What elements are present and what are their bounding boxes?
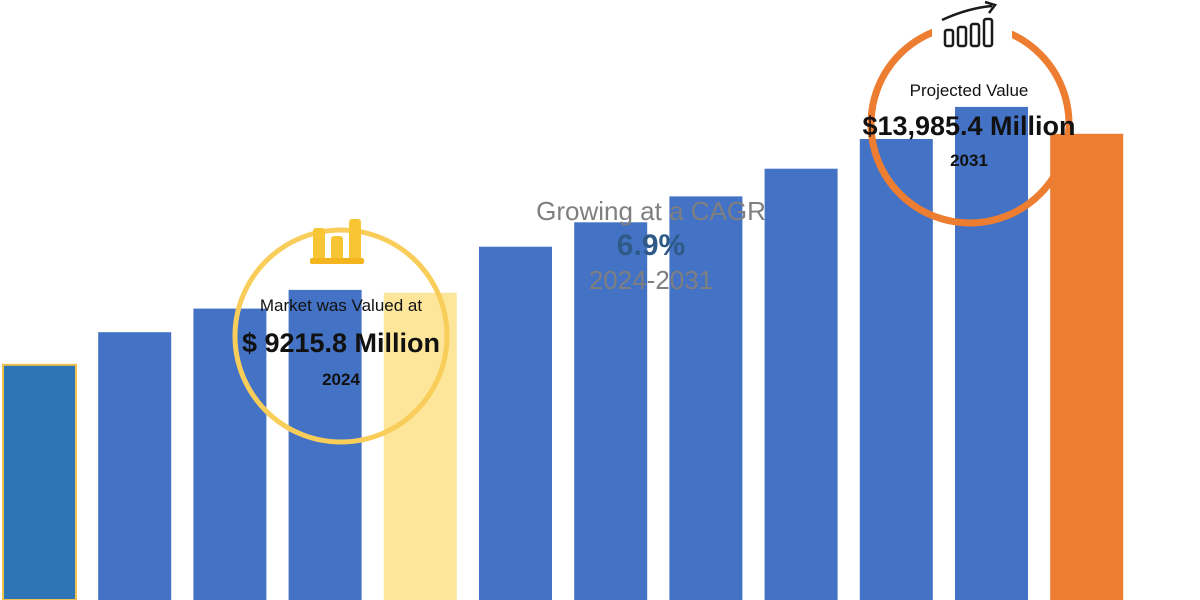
bar-2025 (479, 246, 552, 600)
cagr-rate: 6.9% (616, 229, 686, 262)
cagr-period: 2024-2031 (588, 265, 714, 295)
growth-chart-icon (941, 0, 998, 48)
bar-2030 (955, 106, 1028, 600)
bar-2023 (288, 289, 362, 600)
callout-2031-label: Projected Value (909, 81, 1029, 100)
bar-2029 (859, 139, 933, 600)
callout-2024-year: 2024 (322, 370, 360, 389)
bar-2027 (669, 196, 743, 600)
bar-2022 (193, 308, 267, 600)
bar-2020 (2, 363, 77, 600)
cagr-summary: Growing at a CAGR 6.9% 2024-2031 (500, 196, 802, 296)
callout-2031-value: $13,985.4 Million (862, 111, 1076, 141)
bar-series (2, 106, 1124, 600)
callout-2024-value: $ 9215.8 Million (241, 328, 441, 358)
bar-2026 (574, 222, 648, 600)
callout-2031: Projected Value $13,985.4 Million 2031 (860, 81, 1078, 171)
callout-2031-year: 2031 (950, 151, 988, 170)
cagr-label: Growing at a CAGR (536, 196, 766, 226)
ring-2024 (232, 227, 450, 445)
bar-2031 (1050, 133, 1124, 600)
callout-2024-label: Market was Valued at (259, 296, 423, 315)
callout-2024: Market was Valued at $ 9215.8 Million 20… (230, 296, 452, 390)
bar-coins-icon (310, 219, 364, 264)
bar-2028 (764, 168, 838, 600)
bar-2021 (98, 332, 172, 600)
